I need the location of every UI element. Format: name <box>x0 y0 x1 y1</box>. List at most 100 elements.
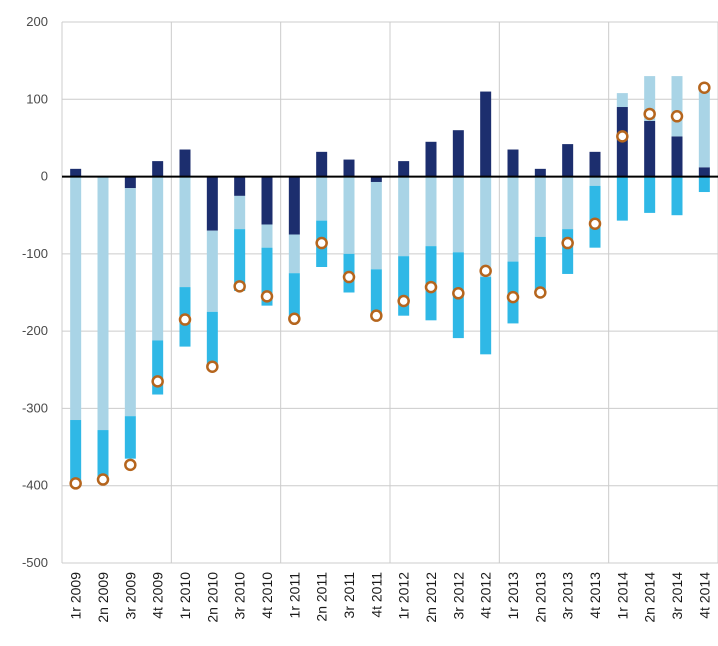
net-marker <box>588 217 602 230</box>
y-tick-label: 100 <box>26 91 48 106</box>
x-tick-label: 3r 2010 <box>232 572 248 620</box>
y-tick-label: -100 <box>22 246 48 261</box>
x-tick-label: 2n 2013 <box>532 572 548 623</box>
x-tick-label: 2n 2014 <box>642 572 658 623</box>
y-tick-label: 200 <box>26 14 48 29</box>
bar-segment-s2 <box>671 176 683 216</box>
bar-segment-s1 <box>589 176 601 186</box>
net-marker <box>69 477 82 490</box>
x-tick-label: 4t 2009 <box>150 572 166 619</box>
bar-segment-s1 <box>370 181 382 270</box>
bar-segment-s2 <box>97 430 109 477</box>
y-tick-label: -500 <box>22 555 48 570</box>
x-tick-label: 4t 2010 <box>259 572 275 619</box>
bar-segment-s1 <box>398 176 410 257</box>
bar-segment-s2 <box>70 420 82 485</box>
markers-layer <box>69 81 711 490</box>
net-marker <box>178 313 192 326</box>
bar-segment-s0 <box>179 149 191 177</box>
bar-segment-s1 <box>480 176 492 278</box>
bar-segment-s0 <box>480 91 492 177</box>
bar-segment-s0 <box>698 167 710 177</box>
x-tick-label: 1r 2010 <box>177 572 193 620</box>
net-marker <box>342 270 356 284</box>
x-tick-label: 4t 2013 <box>587 572 603 619</box>
bar-segment-s1 <box>452 176 464 253</box>
net-marker <box>397 294 410 308</box>
x-tick-label: 2n 2012 <box>423 572 439 623</box>
bar-segment-s0 <box>534 168 546 177</box>
bar-segment-s2 <box>234 229 246 291</box>
net-marker <box>288 312 301 326</box>
bar-segment-s2 <box>124 416 136 459</box>
bar-segment-s2 <box>480 277 492 355</box>
y-tick-label: -300 <box>22 400 48 415</box>
net-marker <box>315 236 328 250</box>
bar-segment-s0 <box>124 176 136 189</box>
x-tick-label: 1r 2013 <box>505 572 521 620</box>
bar-segment-s0 <box>562 144 574 177</box>
bar-segment-s1 <box>206 230 218 312</box>
net-marker <box>233 280 246 293</box>
net-marker <box>534 286 547 299</box>
net-marker <box>206 360 219 373</box>
net-marker <box>151 375 164 388</box>
x-tick-label: 1r 2012 <box>396 572 412 620</box>
bar-segment-s1 <box>671 76 683 137</box>
bar-segment-s0 <box>288 176 300 235</box>
bar-segment-s1 <box>343 176 355 254</box>
bar-segment-s1 <box>698 88 710 168</box>
bar-segment-s2 <box>206 311 218 366</box>
bar-segment-s2 <box>398 256 410 316</box>
bar-segment-s0 <box>452 130 464 177</box>
net-marker <box>479 264 492 278</box>
bar-segment-s0 <box>398 161 410 177</box>
net-marker <box>561 236 574 250</box>
bar-segment-s2 <box>644 176 656 213</box>
y-axis-ticks: 200 100 0 -100 -200 -300 -400 -500 <box>22 14 48 570</box>
bar-segment-s2 <box>370 269 382 320</box>
bar-segment-s0 <box>206 176 218 231</box>
x-tick-label: 3r 2011 <box>341 572 357 619</box>
net-marker <box>452 287 465 300</box>
bar-segment-s1 <box>97 176 109 431</box>
x-tick-label: 2n 2011 <box>314 572 330 622</box>
bar-segment-s2 <box>261 247 273 306</box>
x-axis-ticks: 1r 2009 2n 2009 3r 2009 4t 2009 1r 2010 2n 20… <box>68 572 713 623</box>
bar-segment-s2 <box>534 236 546 293</box>
bar-segment-s1 <box>425 176 437 247</box>
bar-segment-s0 <box>370 176 382 182</box>
x-tick-label: 3r 2014 <box>669 572 685 620</box>
bar-segment-s1 <box>234 195 246 230</box>
bar-segment-s0 <box>152 161 164 177</box>
x-tick-label: 1r 2014 <box>614 572 630 620</box>
net-marker <box>670 110 684 123</box>
x-tick-label: 2n 2009 <box>95 572 111 623</box>
bar-segment-s1 <box>616 93 628 108</box>
bar-segment-s0 <box>316 151 328 177</box>
x-tick-label: 1r 2009 <box>68 572 84 620</box>
x-tick-label: 2n 2010 <box>204 572 220 623</box>
bar-segment-s0 <box>70 168 82 177</box>
bar-segment-s1 <box>124 188 136 417</box>
bar-segment-s1 <box>179 176 191 288</box>
net-marker <box>124 458 137 472</box>
x-tick-label: 4t 2012 <box>478 572 494 619</box>
y-tick-label: -400 <box>22 478 48 493</box>
net-marker <box>370 309 383 322</box>
bar-segment-s1 <box>316 176 328 221</box>
net-marker <box>96 473 110 486</box>
bar-segment-s0 <box>589 151 601 177</box>
bar-segment-s1 <box>261 224 273 248</box>
bar-segment-s1 <box>644 76 656 121</box>
bar-segment-s1 <box>562 176 574 230</box>
net-marker <box>260 290 274 303</box>
net-marker <box>424 280 438 294</box>
bar-segment-s1 <box>152 176 164 341</box>
bar-segment-s1 <box>507 176 519 262</box>
bar-segment-s2 <box>562 229 574 274</box>
y-tick-label: -200 <box>22 323 48 338</box>
x-tick-label: 3r 2013 <box>560 572 576 620</box>
bar-segment-s2 <box>616 176 628 221</box>
